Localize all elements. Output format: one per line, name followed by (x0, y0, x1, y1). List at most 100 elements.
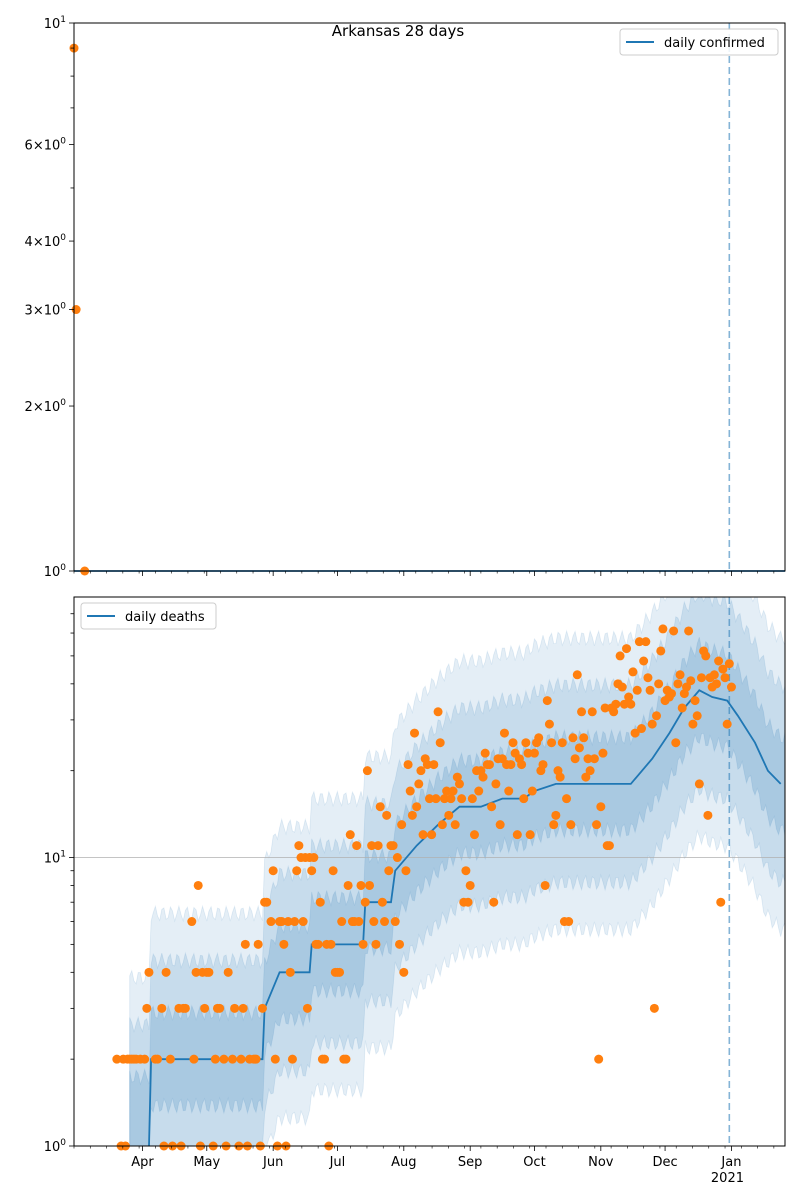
deaths-point (579, 733, 589, 743)
deaths-point (549, 820, 559, 830)
deaths-point (562, 794, 572, 804)
deaths-point (407, 810, 417, 820)
deaths-point (268, 866, 278, 876)
deaths-point (463, 897, 473, 907)
deaths-point (506, 760, 516, 770)
deaths-point (266, 917, 276, 927)
deaths-point (587, 707, 597, 717)
deaths-point (703, 810, 713, 820)
deaths-point (632, 685, 642, 695)
deaths-point (645, 685, 655, 695)
deaths-point (414, 779, 424, 789)
deaths-point (450, 820, 460, 830)
deaths-point (634, 637, 644, 647)
deaths-point (519, 794, 529, 804)
deaths-point (592, 820, 602, 830)
y-tick-label: 2×100 (25, 398, 67, 415)
deaths-point (403, 760, 413, 770)
deaths-point (292, 866, 302, 876)
deaths-point (583, 754, 593, 764)
deaths-point (639, 656, 649, 666)
deaths-point (294, 841, 304, 851)
confirmed-legend-label: daily confirmed (664, 36, 765, 51)
deaths-point (238, 1003, 248, 1013)
deaths-point (564, 917, 574, 927)
deaths-point (517, 760, 527, 770)
deaths-point (412, 802, 422, 812)
deaths-point (454, 779, 464, 789)
deaths-point (622, 644, 632, 654)
deaths-point (469, 830, 479, 840)
deaths-point (495, 820, 505, 830)
deaths-point (320, 1054, 330, 1064)
deaths-point (626, 699, 636, 709)
deaths-point (596, 802, 606, 812)
deaths-point (615, 651, 625, 661)
deaths-point (589, 754, 599, 764)
deaths-point (153, 1054, 163, 1064)
deaths-point (200, 1003, 210, 1013)
deaths-point (380, 917, 390, 927)
deaths-point (534, 733, 544, 743)
deaths-point (309, 853, 319, 863)
deaths-point (643, 673, 653, 683)
deaths-point (399, 967, 409, 977)
deaths-point (504, 786, 514, 796)
y-tick-label: 3×100 (25, 302, 67, 319)
deaths-point (652, 711, 662, 721)
deaths-point (572, 670, 582, 680)
deaths-point (521, 738, 531, 748)
deaths-point (724, 659, 734, 669)
deaths-point (694, 779, 704, 789)
deaths-point (187, 917, 197, 927)
deaths-point (341, 1054, 351, 1064)
deaths-point (714, 656, 724, 666)
deaths-point (326, 939, 336, 949)
deaths-point (557, 738, 567, 748)
deaths-point (345, 830, 355, 840)
deaths-point (315, 897, 325, 907)
deaths-point (684, 626, 694, 636)
deaths-point (523, 748, 533, 758)
deaths-point (223, 967, 233, 977)
deaths-point (240, 939, 250, 949)
x-tick-label: Jun (262, 1155, 283, 1170)
deaths-point (352, 841, 362, 851)
x-tick-year-label: 2021 (711, 1171, 744, 1186)
deaths-point (529, 748, 539, 758)
deaths-point (641, 637, 651, 647)
deaths-point (354, 917, 364, 927)
deaths-point (227, 1054, 237, 1064)
deaths-point (377, 897, 387, 907)
deaths-point (711, 679, 721, 689)
deaths-point (544, 719, 554, 729)
deaths-point (144, 967, 154, 977)
deaths-point (692, 711, 702, 721)
deaths-point (405, 786, 415, 796)
x-tick-label: Jul (329, 1155, 346, 1170)
deaths-point (230, 1003, 240, 1013)
deaths-point (427, 830, 437, 840)
deaths-point (673, 679, 683, 689)
deaths-point (442, 786, 452, 796)
deaths-point (142, 1003, 152, 1013)
deaths-point (397, 820, 407, 830)
deaths-point (671, 738, 681, 748)
deaths-point (604, 841, 614, 851)
deaths-point (547, 738, 557, 748)
deaths-point (726, 682, 736, 692)
deaths-point (433, 707, 443, 717)
x-tick-label: Nov (588, 1155, 614, 1170)
deaths-legend-box (80, 602, 217, 630)
deaths-point (527, 786, 537, 796)
deaths-point (410, 728, 420, 738)
deaths-point (367, 841, 377, 851)
deaths-point (204, 967, 214, 977)
deaths-point (709, 670, 719, 680)
deaths-point (568, 733, 578, 743)
deaths-point (302, 1003, 312, 1013)
deaths-point (467, 794, 477, 804)
deaths-point (390, 917, 400, 927)
deaths-point (285, 967, 295, 977)
deaths-point (435, 738, 445, 748)
